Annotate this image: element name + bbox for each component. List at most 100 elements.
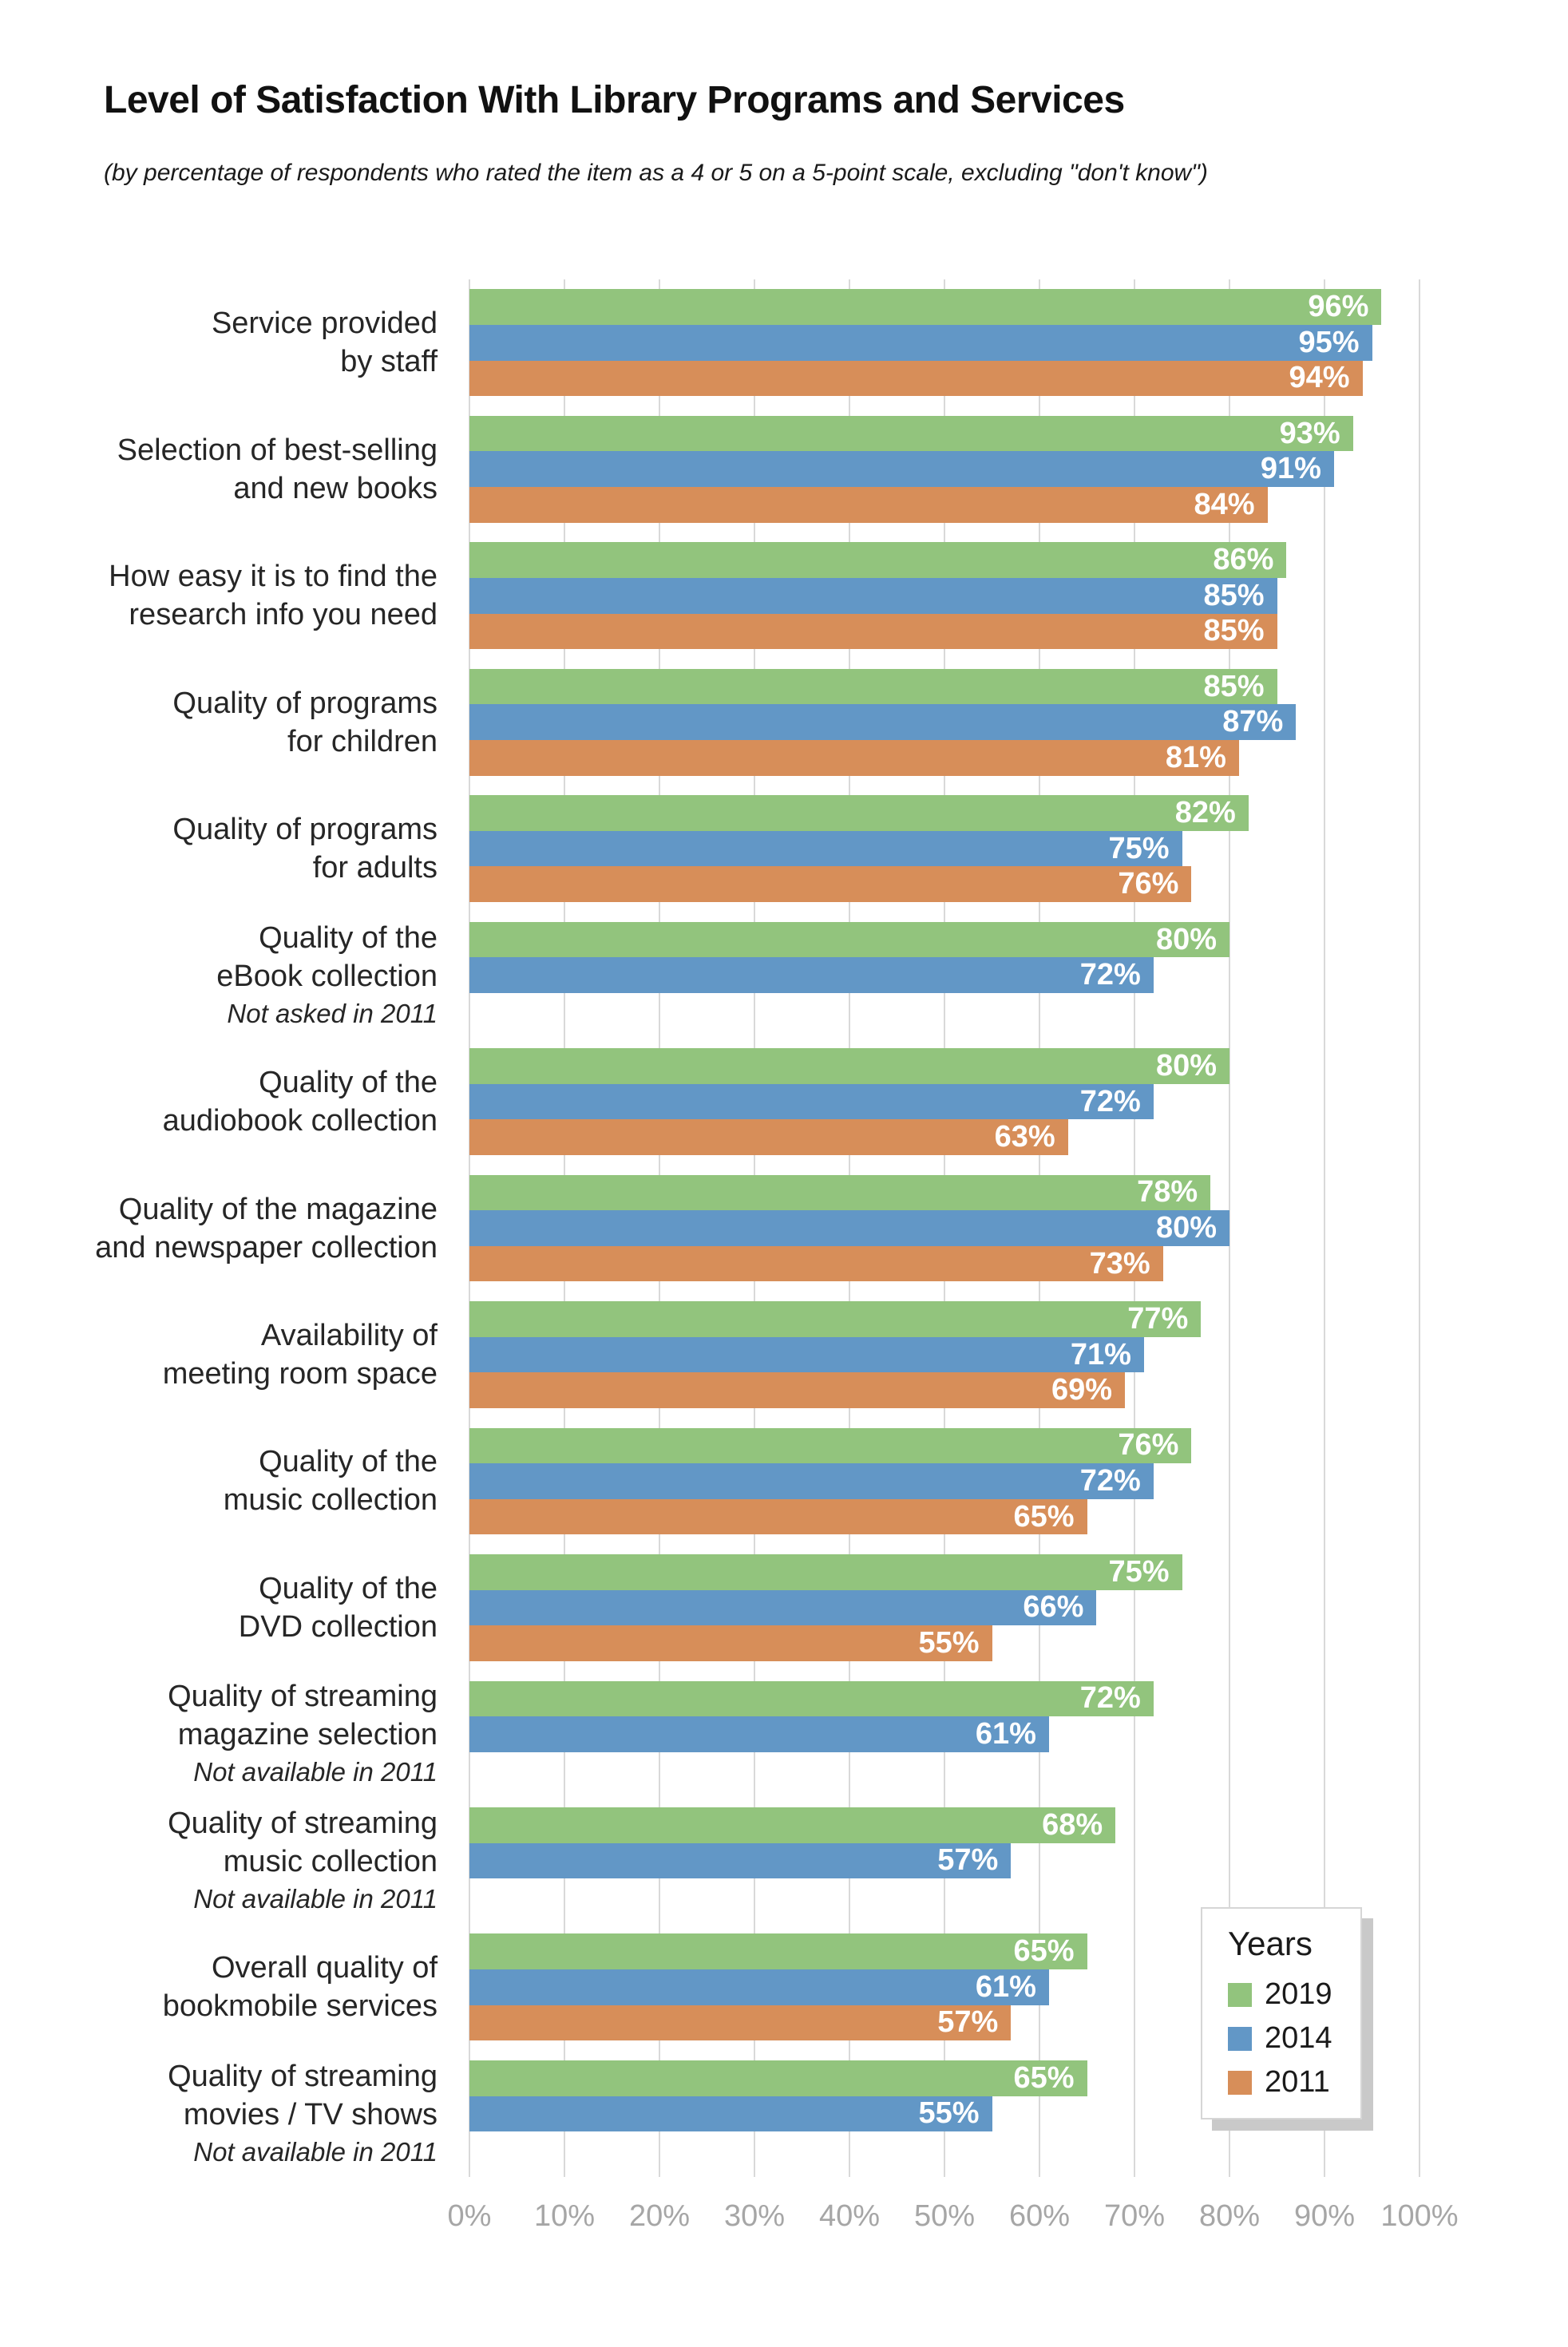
bar-value-label: 80% <box>1155 922 1217 956</box>
bar-2014: 75% <box>469 830 1182 867</box>
bar-2019: 65% <box>469 2060 1087 2096</box>
bar-2019: 76% <box>469 1427 1192 1464</box>
category-bars: 65% 61% 57% <box>469 1924 1420 2050</box>
category-rows: Service provided by staff 96% 95% 94% Selecti… <box>0 279 1568 2177</box>
bar-value-label: 61% <box>975 1969 1036 2004</box>
category-label-line: Quality of the <box>259 920 438 955</box>
bar-value-label: 63% <box>994 1120 1055 1154</box>
x-tick-label-50%: 50% <box>913 2199 976 2233</box>
category-label-line: Quality of the magazine <box>118 1192 438 1226</box>
bar-2014: 72% <box>469 1463 1154 1499</box>
category-label: Quality of the music collection <box>0 1418 469 1544</box>
bar-2019: 80% <box>469 1048 1229 1084</box>
bar-value-label: 65% <box>1013 1934 1075 1969</box>
category-label: Selection of best-selling and new books <box>0 406 469 532</box>
bar-2014: 61% <box>469 1969 1049 2005</box>
x-tick-label-60%: 60% <box>1008 2199 1071 2233</box>
x-tick-label-10%: 10% <box>533 2199 596 2233</box>
bar-2019: 78% <box>469 1174 1211 1211</box>
category-label-line: Quality of streaming <box>168 2059 438 2093</box>
category-note: Not available in 2011 <box>193 1883 438 1914</box>
category-label-line: and newspaper collection <box>95 1230 438 1265</box>
category-label: Quality of the DVD collection <box>0 1545 469 1671</box>
x-tick-label-0%: 0% <box>447 2199 492 2233</box>
category-label: Availability of meeting room space <box>0 1292 469 1418</box>
bar-value-label: 80% <box>1155 1211 1217 1245</box>
legend-item-2019: 2019 <box>1228 1973 1360 2017</box>
category-row: Quality of streaming movies / TV shows Not… <box>0 2051 1568 2177</box>
bar-value-label: 57% <box>937 2005 999 2040</box>
category-label: Quality of the magazine and newspaper col… <box>0 1165 469 1291</box>
bar-value-label: 81% <box>1165 740 1226 774</box>
category-row: Service provided by staff 96% 95% 94% <box>0 279 1568 406</box>
bar-2019: 72% <box>469 1680 1154 1717</box>
bar-2019: 93% <box>469 415 1353 452</box>
bar-2011: 73% <box>469 1245 1163 1282</box>
category-label-line: Quality of streaming <box>168 1680 438 1714</box>
category-row: Availability of meeting room space 77% 71% 6… <box>0 1292 1568 1418</box>
category-bars: 77% 71% 69% <box>469 1292 1420 1418</box>
category-label: Quality of the audiobook collection <box>0 1039 469 1165</box>
bar-2019: 86% <box>469 542 1287 578</box>
x-tick-label-100%: 100% <box>1380 2199 1459 2233</box>
category-bars: 78% 80% 73% <box>469 1165 1420 1291</box>
category-row: Quality of streaming music collection Not … <box>0 1798 1568 1924</box>
bar-value-label: 77% <box>1127 1301 1189 1336</box>
bar-value-label: 86% <box>1213 543 1274 577</box>
x-tick-label-70%: 70% <box>1103 2199 1166 2233</box>
bar-2011: 84% <box>469 487 1268 523</box>
category-label-line: meeting room space <box>162 1356 438 1391</box>
category-label: Quality of streaming magazine selection No… <box>0 1671 469 1797</box>
bar-value-label: 71% <box>1070 1337 1131 1371</box>
category-label-line: movies / TV shows <box>183 2097 438 2131</box>
category-label-line: Quality of the <box>259 1445 438 1479</box>
legend-items: 2019 2014 2011 <box>1228 1973 1360 2104</box>
bar-value-label: 76% <box>1118 1428 1179 1462</box>
category-row: Quality of streaming magazine selection No… <box>0 1671 1568 1797</box>
category-bars: 80% 72% <box>469 912 1420 1038</box>
bar-value-label: 75% <box>1108 831 1170 865</box>
category-label-line: Selection of best-selling <box>117 433 438 467</box>
bar-2019: 65% <box>469 1933 1087 1970</box>
legend: Years 2019 2014 2011 <box>1201 1907 1362 2119</box>
x-tick-label-30%: 30% <box>723 2199 786 2233</box>
category-label-line: music collection <box>223 1483 438 1518</box>
bar-value-label: 61% <box>975 1716 1036 1751</box>
bar-value-label: 75% <box>1108 1554 1170 1589</box>
x-tick-label-40%: 40% <box>818 2199 881 2233</box>
category-label-line: Quality of programs <box>172 686 438 720</box>
bar-value-label: 68% <box>1042 1807 1103 1842</box>
bar-2011: 81% <box>469 739 1239 776</box>
bar-value-label: 65% <box>1013 2060 1075 2095</box>
bar-value-label: 85% <box>1203 578 1265 612</box>
bar-2019: 82% <box>469 795 1249 831</box>
category-label: Quality of programs for adults <box>0 786 469 912</box>
bar-value-label: 96% <box>1308 290 1369 324</box>
bar-value-label: 57% <box>937 1843 999 1878</box>
bar-value-label: 87% <box>1222 705 1284 739</box>
page-subtitle: (by percentage of respondents who rated … <box>104 160 1208 186</box>
category-row: Quality of the music collection 76% 72% 65% <box>0 1418 1568 1544</box>
bar-2011: 85% <box>469 613 1277 650</box>
bar-2019: 75% <box>469 1554 1182 1590</box>
category-label: Service provided by staff <box>0 279 469 406</box>
category-label-line: How easy it is to find the <box>109 560 438 594</box>
category-label-line: for children <box>287 724 438 758</box>
bar-2011: 55% <box>469 1625 992 1661</box>
legend-item-label: 2014 <box>1265 2021 1332 2055</box>
category-label-line: Quality of the <box>259 1571 438 1605</box>
bar-2014: 72% <box>469 957 1154 993</box>
bar-2011: 63% <box>469 1119 1068 1155</box>
bar-value-label: 80% <box>1155 1049 1217 1082</box>
category-label: Quality of programs for children <box>0 659 469 785</box>
bar-value-label: 95% <box>1298 325 1360 359</box>
category-label-line: by staff <box>340 345 438 379</box>
bar-2011: 69% <box>469 1372 1126 1408</box>
bar-value-label: 91% <box>1260 452 1321 486</box>
bar-value-label: 72% <box>1079 1084 1141 1118</box>
gridline-100% <box>1419 279 1420 2177</box>
category-row: Quality of the DVD collection 75% 66% 55% <box>0 1545 1568 1671</box>
category-note: Not asked in 2011 <box>227 998 438 1028</box>
category-label-line: bookmobile services <box>162 1989 438 2024</box>
bar-2019: 80% <box>469 921 1229 958</box>
